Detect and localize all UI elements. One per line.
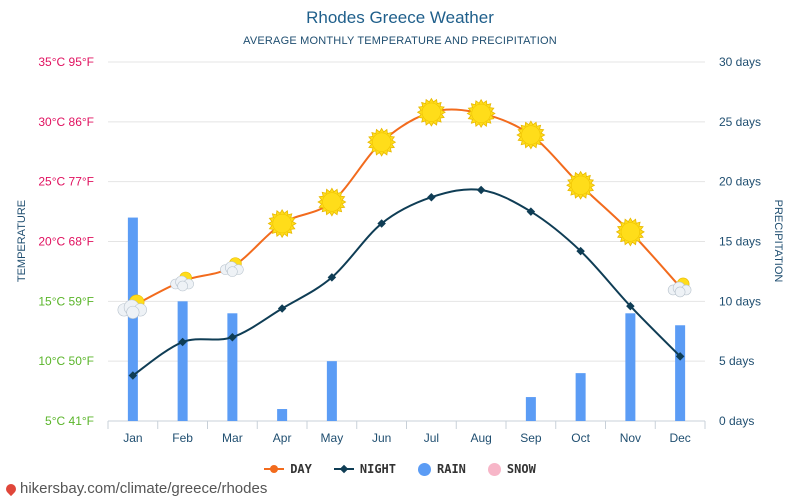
left-axis-title: TEMPERATURE (16, 200, 28, 282)
left-tick-label: 10°C 50°F (38, 354, 94, 368)
legend-rain-marker (418, 462, 431, 476)
x-tick-label: Feb (172, 431, 193, 445)
night-point (626, 301, 635, 311)
right-axis-title: PRECIPITATION (772, 200, 784, 283)
x-tick-label: Jan (123, 431, 142, 445)
right-tick-label: 15 days (719, 235, 761, 249)
x-tick-label: May (321, 431, 344, 445)
sun-icon (615, 217, 645, 247)
sun-icon (416, 97, 446, 127)
right-tick-label: 5 days (719, 354, 754, 368)
rain-bar (625, 313, 636, 421)
source-link-text: hikersbay.com/climate/greece/rhodes (20, 480, 268, 497)
x-tick-label: Apr (273, 431, 292, 445)
legend-snow-marker (487, 462, 501, 476)
left-tick-label: 35°C 95°F (38, 55, 94, 69)
sun-icon (516, 120, 546, 150)
night-point (277, 304, 287, 313)
legend-item-day[interactable]: DAY (264, 462, 312, 476)
chart-legend: DAY NIGHT RAIN SNOW (0, 462, 800, 476)
left-tick-label: 25°C 77°F (38, 175, 94, 189)
legend-night-label: NIGHT (359, 462, 396, 476)
cloud-sun-icon (117, 294, 147, 319)
x-tick-label: Aug (470, 431, 491, 445)
rain-bar (525, 397, 536, 421)
night-point (128, 371, 138, 380)
night-point (228, 332, 237, 342)
sun-icon (267, 209, 297, 239)
legend-item-rain[interactable]: RAIN (418, 462, 466, 476)
rain-bar (675, 325, 686, 421)
location-pin-icon (3, 481, 19, 496)
night-point (377, 219, 386, 228)
left-tick-label: 15°C 59°F (38, 294, 94, 308)
right-tick-label: 0 days (719, 414, 754, 428)
rain-bar (326, 361, 337, 421)
sun-icon (566, 170, 596, 200)
sun-icon (367, 127, 397, 157)
legend-item-night[interactable]: NIGHT (333, 462, 396, 476)
night-point (476, 185, 486, 195)
right-tick-label: 25 days (719, 115, 761, 129)
legend-day-marker (264, 464, 285, 474)
legend-night-marker (333, 464, 354, 474)
right-tick-label: 10 days (719, 294, 761, 308)
left-tick-label: 30°C 86°F (38, 115, 94, 129)
x-tick-label: Jun (372, 431, 391, 445)
night-line (132, 188, 681, 377)
left-tick-label: 5°C 41°F (45, 414, 94, 428)
legend-snow-label: SNOW (506, 462, 536, 476)
right-tick-label: 30 days (719, 55, 761, 69)
cloud-sun-icon (170, 271, 194, 292)
rain-bar (575, 373, 586, 421)
rain-bar (127, 217, 138, 421)
night-point (427, 192, 436, 202)
right-tick-label: 20 days (719, 175, 761, 189)
rain-bar (277, 409, 288, 421)
x-tick-label: Sep (520, 431, 542, 445)
left-tick-label: 20°C 68°F (38, 235, 94, 249)
legend-rain-label: RAIN (437, 462, 466, 476)
chart-title: Rhodes Greece Weather (306, 8, 494, 27)
night-point (327, 273, 337, 282)
x-tick-label: Oct (571, 431, 590, 445)
legend-item-snow[interactable]: SNOW (487, 462, 536, 476)
rain-bar (177, 301, 188, 421)
legend-day-label: DAY (290, 462, 312, 476)
cloud-sun-icon (220, 257, 244, 277)
cloud-sun-icon (667, 277, 692, 298)
x-tick-label: Nov (620, 431, 641, 445)
night-point (675, 352, 685, 361)
weather-chart: 5°C 41°F 10°C 50°F 15°C 59°F 20°C 68°F 25°C … (16, 55, 784, 445)
x-tick-label: Jul (424, 431, 439, 445)
x-tick-label: Dec (669, 431, 690, 445)
x-tick-label: Mar (222, 431, 243, 445)
source-link[interactable]: hikersbay.com/climate/greece/rhodes (3, 480, 268, 497)
sun-icon (317, 187, 347, 217)
rain-bar (227, 313, 238, 421)
night-point (178, 337, 187, 347)
chart-subtitle: AVERAGE MONTHLY TEMPERATURE AND PRECIPIT… (243, 35, 557, 47)
sun-icon (466, 98, 496, 128)
